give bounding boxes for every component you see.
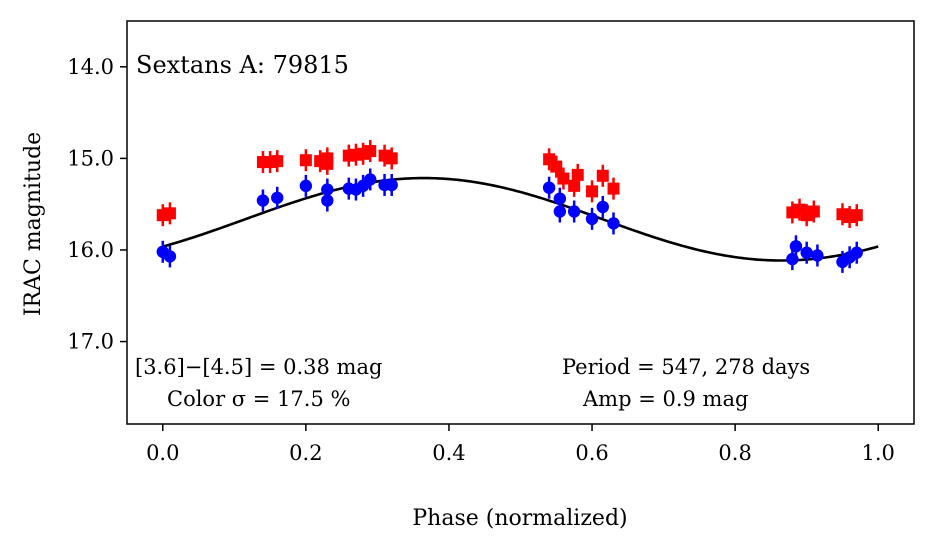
x-tick-label: 1.0 — [862, 441, 895, 465]
x-tick-label: 0.8 — [718, 441, 751, 465]
data-point-red-square — [571, 168, 584, 181]
data-point-blue-circle — [789, 240, 803, 253]
x-tick-label: 0.0 — [146, 441, 179, 465]
data-point-blue-circle — [596, 200, 609, 214]
data-point-red-square — [586, 185, 599, 198]
data-point-blue-circle — [364, 173, 377, 186]
data-point-red-square — [550, 160, 563, 173]
data-point-blue-circle — [553, 205, 567, 218]
data-point-blue-circle — [256, 194, 270, 207]
data-point-red-square — [271, 155, 284, 168]
data-point-blue-circle — [542, 181, 556, 194]
data-point-red-square — [607, 182, 620, 195]
data-point-red-square — [850, 209, 863, 222]
x-tick-label: 0.2 — [289, 441, 322, 465]
x-axis-label: Phase (normalized) — [412, 506, 627, 531]
annotation-color-sigma: Color σ = 17.5 % — [167, 387, 350, 411]
data-point-blue-circle — [800, 246, 813, 259]
data-point-blue-circle — [299, 179, 313, 193]
data-point-red-square — [299, 154, 312, 167]
data-point-red-square — [163, 207, 176, 220]
fit-curve — [162, 176, 879, 262]
axis-ticks: 0.0 0.2 0.4 0.6 0.8 1.0 14.0 15.0 16.0 17.0 — [67, 55, 895, 465]
y-tick-label: 17.0 — [67, 330, 114, 354]
data-point-blue-circle — [585, 212, 599, 226]
data-point-red-square — [364, 145, 377, 158]
plot-frame — [126, 20, 915, 425]
data-point-blue-circle — [811, 249, 824, 262]
annotation-color-diff: [3.6]−[4.5] = 0.38 mag — [135, 355, 382, 379]
data-point-red-square — [596, 169, 609, 182]
x-tick-label: 0.6 — [575, 441, 608, 465]
data-point-red-square — [557, 172, 570, 185]
data-point-blue-circle — [385, 178, 398, 192]
y-tick-label: 16.0 — [67, 238, 114, 262]
y-tick-label: 14.0 — [67, 55, 114, 79]
data-point-red-square — [321, 152, 334, 165]
data-point-blue-circle — [271, 191, 284, 204]
annotation-amp: Amp = 0.9 mag — [582, 387, 748, 411]
x-tick-label: 0.4 — [432, 441, 465, 465]
data-point-blue-circle — [850, 246, 863, 259]
annotation-period: Period = 547, 278 days — [562, 355, 810, 379]
data-point-red-square — [807, 205, 820, 218]
data-point-blue-circle — [607, 217, 620, 230]
y-tick-label: 15.0 — [67, 146, 114, 170]
data-point-blue-circle — [321, 194, 334, 207]
plot-marks — [156, 140, 879, 273]
y-axis-label: IRAC magnitude — [21, 132, 46, 316]
data-point-red-square — [385, 152, 398, 165]
data-point-blue-circle — [163, 250, 177, 263]
data-point-blue-circle — [553, 192, 567, 205]
data-point-blue-circle — [567, 205, 581, 218]
chart-title: Sextans A: 79815 — [136, 51, 349, 79]
